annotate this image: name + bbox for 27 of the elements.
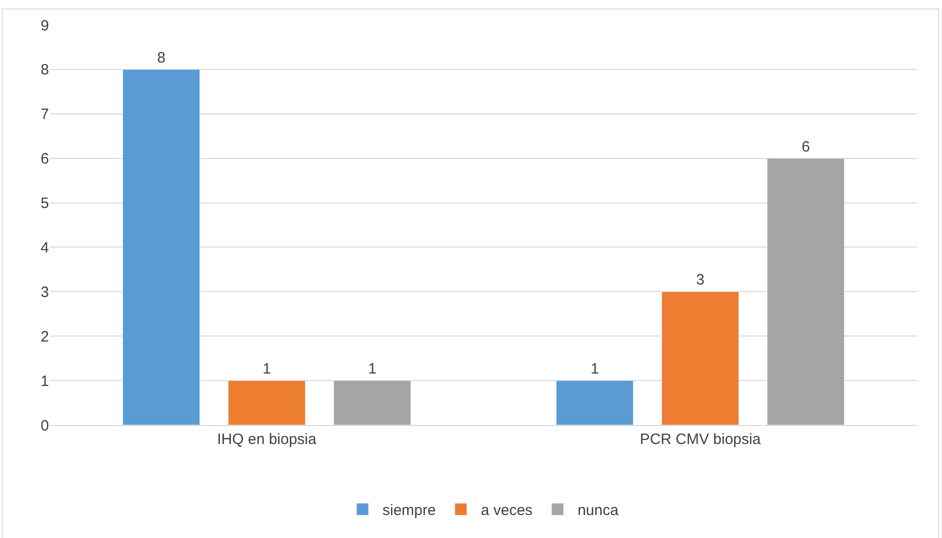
data-label: 3 <box>696 272 704 289</box>
y-tick-label: 2 <box>40 328 49 346</box>
bar <box>228 380 306 425</box>
y-tick-label: 4 <box>40 239 49 256</box>
y-tick-label: 3 <box>40 284 49 301</box>
y-tick-label: 0 <box>40 417 49 434</box>
y-tick-label: 7 <box>40 106 49 124</box>
y-tick-label: 1 <box>40 372 49 390</box>
legend-label: siempre <box>382 502 436 520</box>
y-tick-label: 5 <box>40 195 49 212</box>
data-label: 1 <box>262 360 271 378</box>
bar <box>122 69 200 425</box>
bar <box>556 380 634 425</box>
y-tick-label: 6 <box>40 150 49 168</box>
y-tick-label: 9 <box>40 17 49 34</box>
bar <box>333 380 411 425</box>
bar <box>662 291 739 425</box>
data-label: 6 <box>802 138 810 156</box>
x-tick-label: IHQ en biopsia <box>217 431 318 448</box>
data-label: 8 <box>157 49 166 66</box>
legend-label: a veces <box>480 502 533 520</box>
y-tick-label: 8 <box>40 62 49 79</box>
data-label: 1 <box>368 360 376 378</box>
bar <box>766 158 844 425</box>
x-tick-label: PCR CMV biopsia <box>640 431 762 448</box>
data-label: 1 <box>590 360 599 378</box>
legend-label: nunca <box>578 502 620 520</box>
